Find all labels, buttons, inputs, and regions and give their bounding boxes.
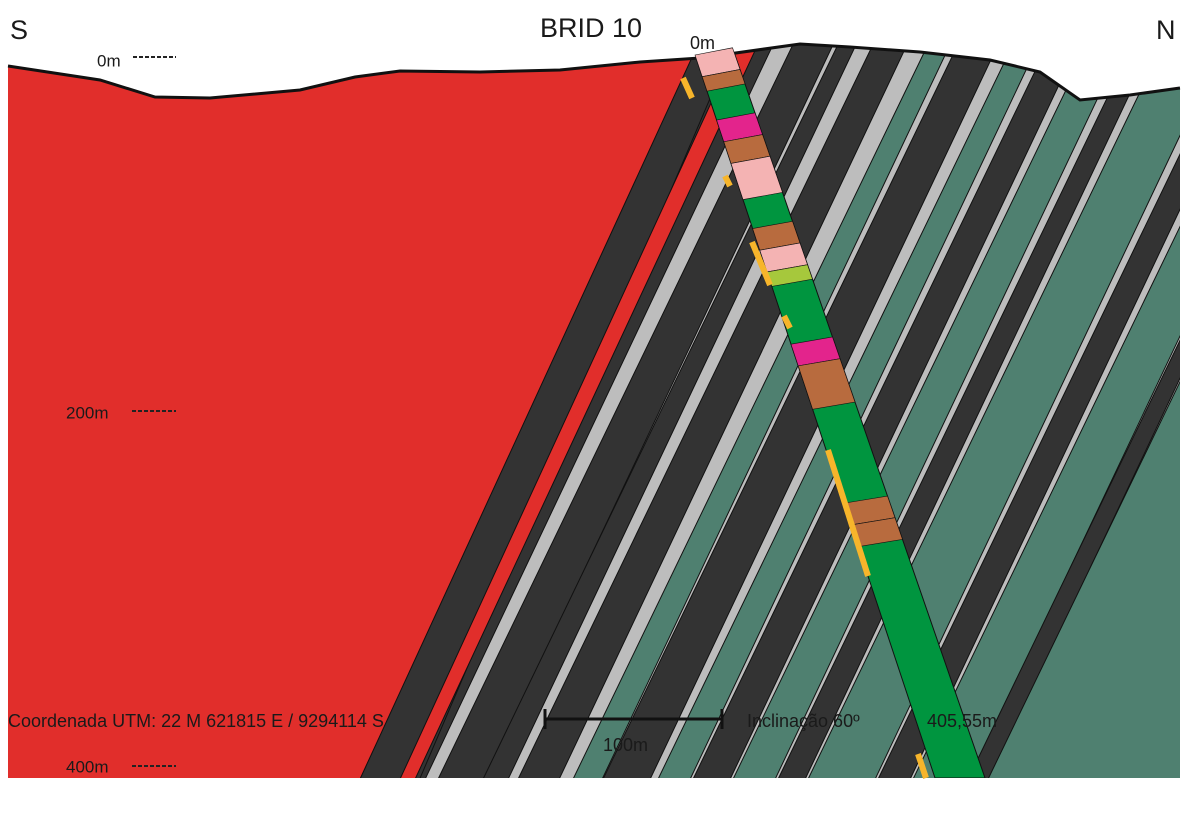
hole-length: 405,55m [927,711,997,731]
depth-label: 400m [66,757,109,776]
depth-label: 200m [66,403,109,422]
depth-label: 0m [97,51,121,70]
collar-depth: 0m [690,33,715,53]
page: S N BRID 10 0m 0m 200m 400m Coordenada U… [0,0,1190,839]
north-label: N [1156,15,1176,45]
coordinates: Coordenada UTM: 22 M 621815 E / 9294114 … [8,711,384,731]
cross-section: S N BRID 10 0m 0m 200m 400m Coordenada U… [0,0,1190,839]
drillhole-label: BRID 10 [540,13,642,43]
scale-label: 100m [603,735,648,755]
inclination: Inclinação 60º [747,711,860,731]
south-label: S [10,15,28,45]
